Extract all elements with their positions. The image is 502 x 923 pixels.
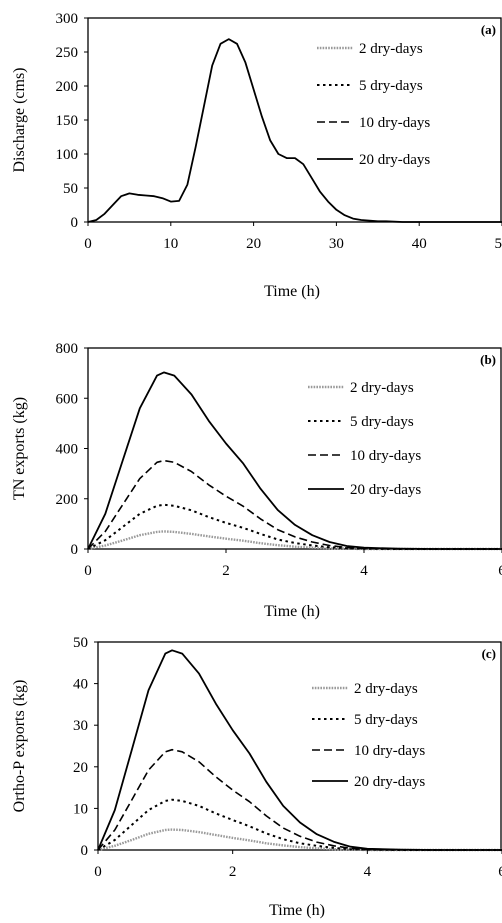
y-tick-label: 30 bbox=[73, 718, 88, 734]
x-tick-label: 4 bbox=[360, 563, 368, 579]
legend-label: 5 dry-days bbox=[350, 414, 414, 430]
x-tick-label: 40 bbox=[412, 236, 427, 252]
y-tick-label: 200 bbox=[56, 492, 79, 508]
y-tick-label: 0 bbox=[81, 843, 89, 859]
y-tick-label: 0 bbox=[71, 215, 79, 231]
panel-label: (c) bbox=[482, 646, 496, 661]
x-tick-label: 0 bbox=[84, 236, 92, 252]
series-line-10-dry-days bbox=[97, 748, 502, 851]
legend-label: 2 dry-days bbox=[354, 681, 418, 697]
panel-b: 0 2 4 6 0 200 400 600 800 Time (h) TN exports (kg)… bbox=[11, 341, 502, 620]
x-tick-label: 50 bbox=[495, 236, 502, 252]
y-axis-label: Discharge (cms) bbox=[11, 68, 28, 173]
panel-label: (a) bbox=[481, 22, 496, 37]
x-tick-label: 10 bbox=[163, 236, 178, 252]
plot-frame bbox=[97, 641, 502, 851]
y-tick-label: 150 bbox=[56, 113, 79, 129]
y-tick-label: 50 bbox=[63, 181, 78, 197]
series-line-10-dry-days bbox=[87, 459, 502, 550]
series-line-20-dry-days bbox=[87, 371, 502, 550]
legend-label: 10 dry-days bbox=[350, 448, 421, 464]
y-tick-label: 10 bbox=[73, 801, 88, 817]
legend-label: 10 dry-days bbox=[359, 115, 430, 131]
y-tick-label: 250 bbox=[56, 45, 79, 61]
x-tick-label: 30 bbox=[329, 236, 344, 252]
x-tick-label: 2 bbox=[222, 563, 230, 579]
x-tick-label: 6 bbox=[498, 864, 502, 880]
panel-a: 0 10 20 30 40 50 0 50 100 150 200 250 300 Time (h) Dis… bbox=[11, 11, 502, 300]
legend-label: 20 dry-days bbox=[359, 152, 430, 168]
x-tick-label: 0 bbox=[94, 864, 102, 880]
x-tick-label: 4 bbox=[364, 864, 372, 880]
y-tick-label: 50 bbox=[73, 635, 88, 651]
panel-c: 0 2 4 6 0 10 20 30 40 50 Time (h) Ortho-P exports (… bbox=[11, 635, 502, 919]
y-tick-label: 800 bbox=[56, 341, 79, 357]
x-tick-label: 20 bbox=[246, 236, 261, 252]
y-tick-label: 300 bbox=[56, 11, 79, 27]
x-tick-label: 0 bbox=[84, 563, 92, 579]
y-tick-label: 100 bbox=[56, 147, 79, 163]
y-tick-label: 200 bbox=[56, 79, 79, 95]
series-line-20-dry-days bbox=[97, 649, 502, 851]
y-axis-label: TN exports (kg) bbox=[11, 397, 28, 500]
x-tick-label: 6 bbox=[498, 563, 502, 579]
legend-label: 5 dry-days bbox=[354, 712, 418, 728]
series-line-2-dry-days bbox=[87, 530, 502, 551]
legend-label: 20 dry-days bbox=[350, 482, 421, 498]
y-tick-label: 20 bbox=[73, 760, 88, 776]
x-axis-label: Time (h) bbox=[269, 902, 325, 919]
x-tick-label: 2 bbox=[229, 864, 237, 880]
legend-label: 2 dry-days bbox=[350, 380, 414, 396]
plot-frame bbox=[87, 17, 502, 223]
series-line-20-dry-days bbox=[87, 38, 502, 223]
series-line-5-dry-days bbox=[87, 503, 502, 550]
y-tick-label: 600 bbox=[56, 391, 79, 407]
legend-label: 5 dry-days bbox=[359, 78, 423, 94]
legend-label: 2 dry-days bbox=[359, 41, 423, 57]
panel-label: (b) bbox=[480, 352, 496, 367]
series-line-2-dry-days bbox=[97, 828, 502, 852]
y-axis-label: Ortho-P exports (kg) bbox=[11, 680, 28, 813]
x-axis-label: Time (h) bbox=[264, 603, 320, 620]
legend-label: 20 dry-days bbox=[354, 774, 425, 790]
y-tick-label: 400 bbox=[56, 442, 79, 458]
legend-label: 10 dry-days bbox=[354, 743, 425, 759]
series-line-5-dry-days bbox=[97, 798, 502, 851]
plot-frame bbox=[87, 347, 502, 550]
y-tick-label: 40 bbox=[73, 677, 88, 693]
y-tick-label: 0 bbox=[71, 542, 79, 558]
x-axis-label: Time (h) bbox=[264, 283, 320, 300]
